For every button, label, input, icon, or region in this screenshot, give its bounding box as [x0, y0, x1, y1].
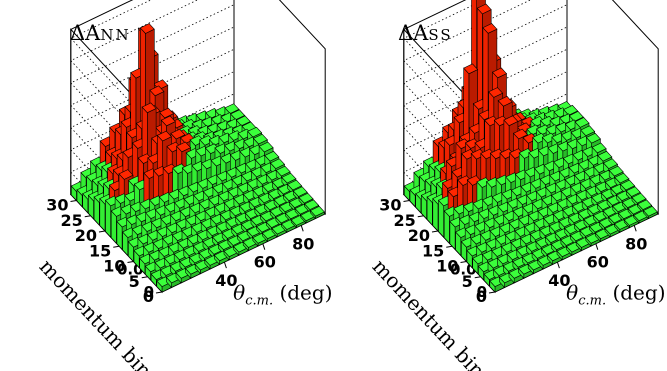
y-tick-label: 5 — [462, 272, 473, 291]
y-tick — [127, 261, 134, 263]
y-tick-label: 15 — [422, 241, 444, 260]
y-tick — [84, 215, 91, 218]
y-tick — [446, 245, 453, 248]
y-tick-label: 30 — [46, 196, 68, 215]
y-tick — [155, 291, 163, 294]
y-tick-label: 15 — [89, 241, 111, 260]
y-tick — [141, 276, 148, 279]
x-tick-label: 40 — [548, 271, 570, 290]
bar — [642, 205, 658, 220]
x-axis-title: θc.m. (deg) — [566, 281, 665, 309]
x-tick-label: 80 — [625, 234, 647, 253]
x-tick — [556, 261, 560, 269]
x-tick-label: 40 — [215, 271, 237, 290]
y-tick — [70, 200, 77, 202]
y-tick-label: 20 — [408, 226, 430, 245]
y-tick — [417, 215, 424, 218]
y-tick — [113, 245, 120, 248]
y-tick — [403, 200, 410, 202]
y-tick-label: 25 — [393, 211, 415, 230]
y-tick-label: 0 — [143, 287, 154, 306]
y-tick-label: 10 — [436, 257, 458, 276]
x-axis-title: θc.m. (deg) — [233, 281, 332, 309]
bars — [403, 0, 658, 293]
y-tick — [431, 230, 439, 233]
x-tick — [300, 225, 304, 232]
y-tick — [98, 230, 106, 233]
y-tick-label: 10 — [103, 257, 125, 276]
panel-title: ΔASS — [398, 21, 453, 45]
x-tick-label: 80 — [292, 234, 314, 253]
y-tick-label: 0 — [476, 287, 487, 306]
x-tick-label: 60 — [254, 253, 276, 272]
panel-title: ΔANN — [70, 21, 131, 45]
bar — [309, 205, 325, 220]
bar — [204, 255, 220, 270]
x-tick-label: 60 — [587, 253, 609, 272]
x-tick — [262, 243, 266, 250]
y-tick — [474, 276, 481, 279]
y-tick-label: 20 — [75, 226, 97, 245]
y-tick-label: 25 — [60, 211, 82, 230]
panel-delta-ann: 00.050.10.150.20.250.30.3540608005101520… — [35, 0, 333, 371]
x-tick — [223, 261, 227, 269]
y-tick — [460, 261, 467, 263]
y-tick — [488, 291, 496, 294]
panel-delta-ass: 00.050.10.150.20.250.30.3540608005101520… — [368, 0, 666, 371]
y-tick-label: 5 — [129, 272, 140, 291]
x-tick — [595, 243, 599, 250]
y-tick-label: 30 — [379, 196, 401, 215]
z-tick-label: 0 — [477, 283, 487, 301]
bars — [70, 23, 325, 293]
x-tick — [633, 225, 637, 232]
z-tick-label: 0 — [144, 283, 154, 301]
